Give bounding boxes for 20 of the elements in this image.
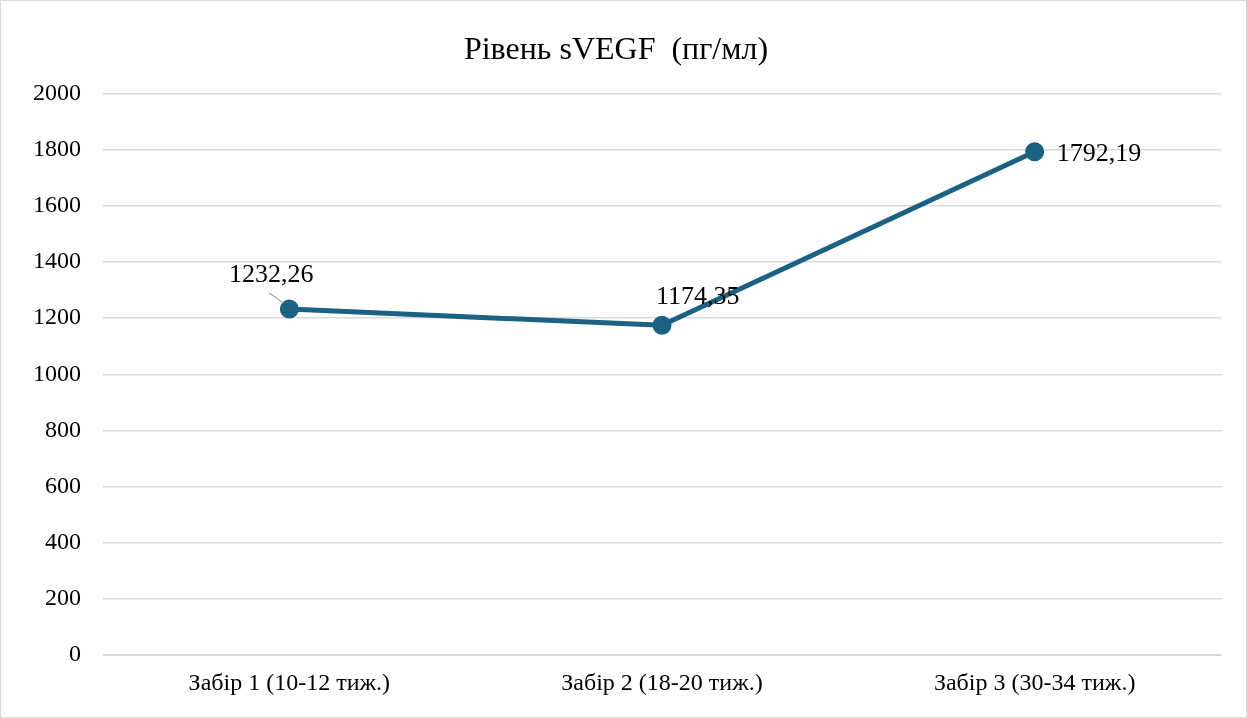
data-label: 1232,26 bbox=[229, 258, 314, 288]
y-tick-label: 800 bbox=[45, 415, 81, 442]
point bbox=[1025, 142, 1045, 162]
point bbox=[652, 315, 672, 335]
x-tick-label: Забір 3 (30-34 тиж.) bbox=[933, 668, 1136, 695]
y-tick-label: 1000 bbox=[33, 359, 81, 386]
y-tick-label: 600 bbox=[45, 471, 81, 498]
chart-title: Рівень sVEGF (пг/мл) bbox=[463, 29, 769, 66]
y-tick-label: 0 bbox=[69, 640, 81, 667]
y-tick-label: 1400 bbox=[33, 247, 81, 274]
y-tick-label: 1600 bbox=[33, 191, 81, 218]
x-tick-label: Забір 1 (10-12 тиж.) bbox=[188, 668, 391, 695]
y-tick-label: 200 bbox=[45, 584, 81, 611]
y-tick-label: 1200 bbox=[33, 303, 81, 330]
y-tick-label: 1800 bbox=[33, 134, 81, 161]
y-tick-label: 2000 bbox=[33, 78, 81, 105]
data-label: 1792,19 bbox=[1056, 137, 1142, 167]
x-tick-label: Забір 2 (18-20 тиж.) bbox=[561, 668, 763, 695]
y-tick-label: 400 bbox=[45, 528, 81, 555]
point bbox=[279, 299, 299, 319]
